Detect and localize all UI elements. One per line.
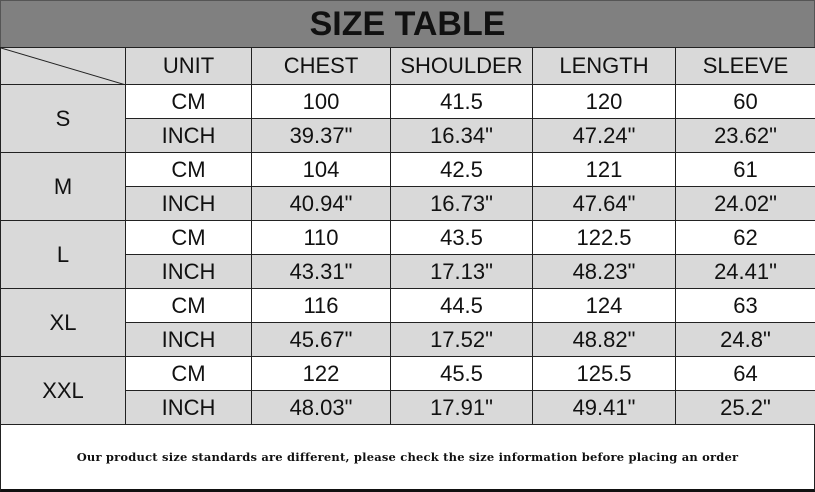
value-cell: 62: [675, 220, 815, 255]
value-cell: 64: [675, 356, 815, 391]
value-cell: 121: [532, 152, 676, 187]
unit-cell: INCH: [125, 322, 252, 357]
value-cell: 61: [675, 152, 815, 187]
table-row: INCH 40.94" 16.73" 47.64" 24.02": [1, 186, 815, 221]
size-table: UNIT CHEST SHOULDER LENGTH SLEEVE S CM 100…: [0, 47, 815, 425]
size-label: M: [0, 152, 126, 221]
size-label: XL: [0, 288, 126, 357]
unit-cell: INCH: [125, 390, 252, 425]
value-cell: 39.37": [251, 118, 391, 153]
table-row: M CM 104 42.5 121 61: [0, 152, 815, 221]
value-cell: 48.82": [532, 322, 676, 357]
size-label: S: [0, 84, 126, 153]
value-cell: 17.91": [390, 390, 533, 425]
size-label: XXL: [0, 356, 126, 425]
table-title: SIZE TABLE: [0, 0, 815, 48]
value-cell: 120: [532, 84, 676, 119]
table-row: XXL CM 122 45.5 125.5 64: [0, 356, 815, 425]
value-cell: 49.41": [532, 390, 676, 425]
value-cell: 43.31": [251, 254, 391, 289]
value-cell: 24.02": [675, 186, 815, 221]
value-cell: 16.34": [390, 118, 533, 153]
value-cell: 48.23": [532, 254, 676, 289]
table-row: INCH 48.03" 17.91" 49.41" 25.2": [1, 390, 815, 425]
value-cell: 48.03": [251, 390, 391, 425]
corner-cell: [0, 47, 126, 85]
table-row: S CM 100 41.5 120 60: [0, 84, 815, 153]
value-cell: 100: [251, 84, 391, 119]
unit-cell: INCH: [125, 118, 252, 153]
value-cell: 25.2": [675, 390, 815, 425]
value-cell: 110: [251, 220, 391, 255]
value-cell: 60: [675, 84, 815, 119]
unit-cell: CM: [125, 84, 252, 119]
value-cell: 122: [251, 356, 391, 391]
unit-cell: CM: [125, 356, 252, 391]
unit-cell: INCH: [125, 186, 252, 221]
value-cell: 47.24": [532, 118, 676, 153]
size-label: L: [0, 220, 126, 289]
value-cell: 122.5: [532, 220, 676, 255]
value-cell: 124: [532, 288, 676, 323]
table-row: INCH 39.37" 16.34" 47.24" 23.62": [1, 118, 815, 153]
unit-cell: CM: [125, 288, 252, 323]
value-cell: 41.5: [390, 84, 533, 119]
value-cell: 43.5: [390, 220, 533, 255]
header-shoulder: SHOULDER: [390, 47, 533, 85]
value-cell: 16.73": [390, 186, 533, 221]
value-cell: 63: [675, 288, 815, 323]
value-cell: 23.62": [675, 118, 815, 153]
value-cell: 104: [251, 152, 391, 187]
unit-cell: CM: [125, 152, 252, 187]
header-sleeve: SLEEVE: [675, 47, 815, 85]
value-cell: 44.5: [390, 288, 533, 323]
footer-note: Our product size standards are different…: [0, 424, 815, 492]
table-row: L CM 110 43.5 122.5 62: [0, 220, 815, 289]
header-length: LENGTH: [532, 47, 676, 85]
value-cell: 125.5: [532, 356, 676, 391]
value-cell: 42.5: [390, 152, 533, 187]
value-cell: 45.67": [251, 322, 391, 357]
value-cell: 24.41": [675, 254, 815, 289]
table-row: INCH 45.67" 17.52" 48.82" 24.8": [1, 322, 815, 357]
header-row: UNIT CHEST SHOULDER LENGTH SLEEVE: [0, 47, 815, 85]
value-cell: 116: [251, 288, 391, 323]
value-cell: 40.94": [251, 186, 391, 221]
table-row: XL CM 116 44.5 124 63: [0, 288, 815, 357]
value-cell: 24.8": [675, 322, 815, 357]
header-chest: CHEST: [251, 47, 391, 85]
unit-cell: CM: [125, 220, 252, 255]
unit-cell: INCH: [125, 254, 252, 289]
diagonal-line: [1, 48, 126, 85]
value-cell: 17.13": [390, 254, 533, 289]
value-cell: 17.52": [390, 322, 533, 357]
header-unit: UNIT: [125, 47, 252, 85]
value-cell: 45.5: [390, 356, 533, 391]
value-cell: 47.64": [532, 186, 676, 221]
